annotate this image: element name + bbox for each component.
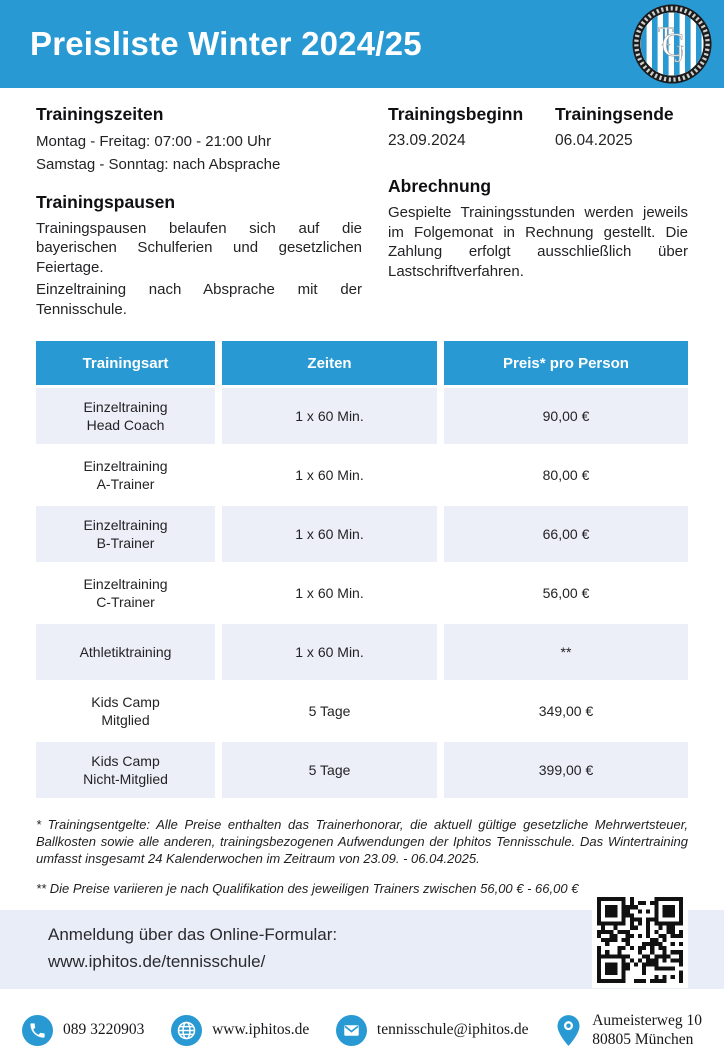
trainingsbeginn-date: 23.09.2024: [388, 132, 466, 149]
phone-number: 089 3220903: [63, 1021, 145, 1039]
signup-url[interactable]: www.iphitos.de/tennisschule/: [48, 952, 266, 972]
cell-trainingsart: Athletiktraining: [36, 624, 215, 680]
cell-trainingsart: Kids Camp Nicht-Mitglied: [36, 742, 215, 798]
cell-preis: 399,00 €: [444, 742, 688, 798]
qr-code: [592, 891, 688, 988]
trainingsende-date: 06.04.2025: [555, 132, 633, 149]
cell-preis: **: [444, 624, 688, 680]
contact-phone: 089 3220903: [22, 1014, 145, 1046]
signup-text: Anmeldung über das Online-Formular:: [48, 924, 338, 944]
cell-zeiten: 5 Tage: [222, 742, 437, 798]
cell-preis: 90,00 €: [444, 388, 688, 444]
cell-trainingsart: Einzeltraining A-Trainer: [83, 457, 168, 492]
heading-trainingspausen: Trainingspausen: [36, 191, 176, 212]
mail-icon: [335, 1014, 367, 1046]
column-header-trainingsart: Trainingsart: [36, 341, 215, 385]
trainingspausen-text-1: Trainingspausen belaufen sich auf die ba…: [36, 219, 362, 276]
trainingsbeginn-block: Trainingsbeginn 23.09.2024: [388, 104, 555, 150]
trainingspausen-text-2: Einzeltraining nach Absprache mit der Te…: [36, 281, 362, 318]
club-crest-logo: T C J: [632, 4, 712, 84]
cell-zeiten: 1 x 60 Min.: [222, 624, 437, 680]
trainingsende-block: Trainingsende 06.04.2025: [555, 104, 688, 150]
heading-trainingsende: Trainingsende: [555, 104, 674, 124]
cell-preis: 80,00 €: [542, 466, 590, 483]
signup-banner: Anmeldung über das Online-Formular: www.…: [0, 891, 724, 989]
cell-zeiten: 1 x 60 Min.: [295, 584, 364, 601]
footnote-trainer-qualification: ** Die Preise variieren je nach Qualifik…: [36, 881, 579, 897]
svg-text:C: C: [662, 27, 685, 64]
cell-preis: 349,00 €: [538, 702, 594, 719]
cell-zeiten: 1 x 60 Min.: [222, 506, 437, 562]
cell-trainingsart: Einzeltraining C-Trainer: [83, 575, 168, 610]
trainingszeiten-line1: Montag - Freitag: 07:00 - 21:00 Uhr: [36, 133, 272, 150]
email-address[interactable]: tennisschule@iphitos.de: [376, 1021, 529, 1039]
info-left-column: Trainingszeiten Montag - Freitag: 07:00 …: [36, 104, 362, 319]
cell-zeiten: 1 x 60 Min.: [222, 388, 437, 444]
postal-address: Aumeisterweg 10 80805 München: [592, 1011, 702, 1048]
trainingszeiten-line2: Samstag - Sonntag: nach Absprache: [36, 155, 281, 173]
contact-email: tennisschule@iphitos.de: [335, 1014, 529, 1046]
heading-abrechnung: Abrechnung: [388, 176, 492, 196]
website-url[interactable]: www.iphitos.de: [212, 1021, 310, 1039]
abrechnung-text: Gespielte Trainingsstunden werden jeweil…: [388, 204, 688, 280]
phone-icon: [22, 1014, 53, 1046]
cell-trainingsart: Einzeltraining B-Trainer: [36, 506, 215, 562]
contact-footer: 089 3220903 www.iphitos.de tennisschule@…: [22, 1011, 702, 1049]
cell-trainingsart: Kids Camp Mitglied: [91, 693, 160, 728]
heading-trainingszeiten: Trainingszeiten: [36, 104, 164, 124]
info-section: Trainingszeiten Montag - Freitag: 07:00 …: [0, 88, 724, 319]
cell-preis: 56,00 €: [542, 584, 590, 601]
globe-icon: [171, 1014, 203, 1046]
footnote-prices: * Trainingsentgelte: Alle Preise enthalt…: [36, 817, 688, 867]
svg-text:T: T: [658, 22, 674, 51]
footnotes: * Trainingsentgelte: Alle Preise enthalt…: [36, 816, 688, 898]
contact-address: Aumeisterweg 10 80805 München: [555, 1011, 702, 1049]
info-right-column: Trainingsbeginn 23.09.2024 Trainingsende…: [388, 104, 688, 319]
contact-website: www.iphitos.de: [171, 1014, 310, 1046]
column-header-preis: Preis* pro Person: [444, 341, 688, 385]
location-pin-icon: [557, 1014, 580, 1046]
training-dates: Trainingsbeginn 23.09.2024 Trainingsende…: [388, 104, 688, 150]
cell-preis: 66,00 €: [444, 506, 688, 562]
column-header-zeiten: Zeiten: [222, 341, 437, 385]
cell-trainingsart: Einzeltraining Head Coach: [36, 388, 215, 444]
heading-trainingsbeginn: Trainingsbeginn: [388, 104, 524, 124]
page-title: Preisliste Winter 2024/25: [30, 25, 422, 62]
svg-text:J: J: [674, 42, 683, 68]
header-banner: Preisliste Winter 2024/25 T C J: [0, 0, 724, 88]
price-table: Trainingsart Zeiten Preis* pro Person Ei…: [36, 341, 688, 798]
cell-zeiten: 1 x 60 Min.: [295, 466, 364, 483]
cell-zeiten: 5 Tage: [308, 702, 351, 719]
